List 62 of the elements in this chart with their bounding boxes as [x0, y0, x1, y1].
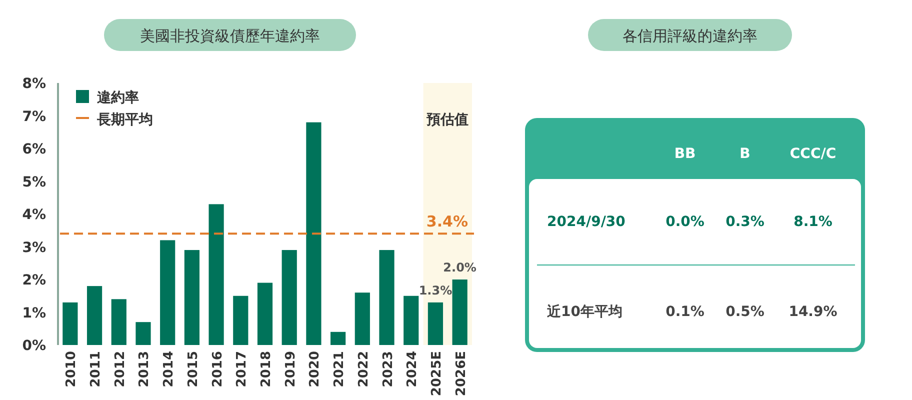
- bar: [330, 332, 346, 345]
- bar: [257, 282, 273, 345]
- x-tick-label: 2013: [137, 351, 152, 388]
- data-label: 1.3%: [418, 283, 452, 298]
- bar: [160, 240, 176, 345]
- x-tick-label: 2017: [234, 351, 250, 388]
- x-tick-label: 2016: [210, 351, 226, 388]
- x-tick-label: 2022: [356, 351, 372, 388]
- text: 14.9%: [788, 304, 838, 320]
- legend-label: 違約率: [96, 89, 139, 106]
- bar: [282, 250, 297, 345]
- y-tick-label: 3%: [22, 240, 46, 256]
- x-tick-label: 2018: [259, 351, 274, 388]
- bar: [62, 302, 78, 345]
- text: 0.0%: [666, 214, 704, 230]
- x-tick-label: 2024: [405, 351, 420, 388]
- category-label: CCC/C: [790, 146, 836, 162]
- bar: [354, 292, 370, 345]
- x-tick-label: 2020: [308, 351, 323, 388]
- category-label: 2024/9/30: [547, 214, 626, 230]
- bar: [306, 122, 322, 345]
- annotation: 3.4%: [426, 212, 468, 231]
- bar: [111, 299, 126, 345]
- y-tick-label: 1%: [22, 305, 46, 322]
- bar: [452, 280, 468, 345]
- bar: [86, 286, 102, 345]
- y-tick-label: 7%: [22, 108, 46, 125]
- y-tick-label: 8%: [22, 76, 46, 92]
- bar: [379, 250, 394, 345]
- text: 0.3%: [726, 214, 764, 230]
- x-tick-label: 2014: [162, 351, 177, 388]
- y-tick-label: 2%: [22, 272, 46, 288]
- bar: [233, 296, 248, 345]
- y-tick-label: 0%: [22, 338, 46, 354]
- x-tick-label: 2021: [332, 351, 348, 388]
- bar: [184, 250, 200, 345]
- y-tick-label: 6%: [22, 142, 46, 158]
- x-tick-label: 2025E: [429, 351, 444, 396]
- y-tick-label: 5%: [22, 174, 46, 190]
- bar: [428, 302, 444, 345]
- x-tick-label: 2019: [283, 351, 298, 388]
- legend-label: 長期平均: [96, 112, 153, 128]
- category-label: B: [740, 146, 750, 162]
- x-tick-label: 2011: [88, 351, 104, 388]
- y-tick-label: 4%: [22, 207, 46, 223]
- x-tick-label: 2010: [64, 351, 80, 388]
- chart-title: 美國非投資級債歷年違約率: [140, 27, 320, 45]
- text: 各信用評級的違約率: [622, 27, 758, 45]
- text: 8.1%: [794, 214, 832, 230]
- band-label: 預估值: [426, 112, 469, 128]
- data-label: 2.0%: [443, 260, 476, 274]
- text: 0.1%: [666, 304, 704, 320]
- category-label: BB: [674, 146, 696, 162]
- x-tick-label: 2012: [112, 351, 128, 388]
- x-tick-label: 2023: [380, 351, 396, 388]
- text: 0.5%: [726, 304, 764, 320]
- x-tick-label: 2015: [186, 351, 201, 388]
- bar: [404, 296, 419, 345]
- bar: [208, 204, 224, 345]
- bar: [136, 322, 151, 345]
- x-tick-label: 2026E: [454, 351, 469, 396]
- category-label: 近10年平均: [547, 304, 622, 320]
